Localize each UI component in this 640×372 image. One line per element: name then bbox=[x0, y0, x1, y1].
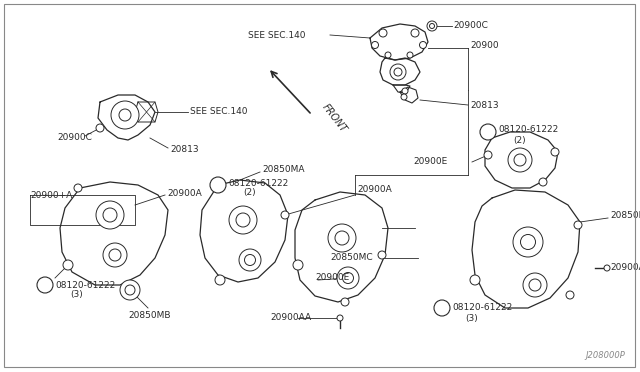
Circle shape bbox=[508, 148, 532, 172]
Text: FRONT: FRONT bbox=[320, 102, 348, 134]
Text: 20900E: 20900E bbox=[315, 273, 349, 282]
Circle shape bbox=[514, 154, 526, 166]
Circle shape bbox=[470, 275, 480, 285]
Text: 08120-61222: 08120-61222 bbox=[452, 304, 512, 312]
Circle shape bbox=[529, 279, 541, 291]
Text: 20900+A: 20900+A bbox=[30, 192, 72, 201]
Circle shape bbox=[390, 64, 406, 80]
Circle shape bbox=[480, 124, 496, 140]
Circle shape bbox=[385, 52, 391, 58]
Circle shape bbox=[427, 21, 437, 31]
Circle shape bbox=[125, 285, 135, 295]
Text: SEE SEC.140: SEE SEC.140 bbox=[190, 108, 248, 116]
Circle shape bbox=[539, 178, 547, 186]
Text: 20900: 20900 bbox=[470, 41, 499, 49]
Text: B: B bbox=[215, 180, 221, 189]
Circle shape bbox=[236, 213, 250, 227]
Circle shape bbox=[229, 206, 257, 234]
Circle shape bbox=[281, 211, 289, 219]
Circle shape bbox=[215, 275, 225, 285]
Circle shape bbox=[119, 109, 131, 121]
Text: B: B bbox=[439, 304, 445, 312]
Circle shape bbox=[74, 184, 82, 192]
Text: B: B bbox=[485, 128, 491, 137]
Circle shape bbox=[328, 224, 356, 252]
Text: 20900AA: 20900AA bbox=[270, 314, 311, 323]
Circle shape bbox=[337, 267, 359, 289]
Text: 20813: 20813 bbox=[470, 100, 499, 109]
Circle shape bbox=[103, 243, 127, 267]
Text: (3): (3) bbox=[465, 314, 477, 323]
Circle shape bbox=[244, 254, 255, 266]
Text: 20850M: 20850M bbox=[610, 211, 640, 219]
Circle shape bbox=[402, 88, 408, 94]
Circle shape bbox=[378, 251, 386, 259]
Text: 20813: 20813 bbox=[170, 145, 198, 154]
Circle shape bbox=[520, 234, 536, 250]
Text: (3): (3) bbox=[70, 291, 83, 299]
Circle shape bbox=[371, 42, 378, 48]
Circle shape bbox=[103, 208, 117, 222]
Circle shape bbox=[419, 42, 426, 48]
Circle shape bbox=[120, 280, 140, 300]
Circle shape bbox=[337, 315, 343, 321]
Text: 20900AA: 20900AA bbox=[610, 263, 640, 273]
Circle shape bbox=[37, 277, 53, 293]
Circle shape bbox=[63, 260, 73, 270]
Text: 20850MC: 20850MC bbox=[330, 253, 372, 263]
Circle shape bbox=[407, 52, 413, 58]
Circle shape bbox=[434, 300, 450, 316]
Text: (2): (2) bbox=[513, 135, 525, 144]
Circle shape bbox=[342, 273, 353, 283]
Text: 20900C: 20900C bbox=[453, 22, 488, 31]
Text: 20900C: 20900C bbox=[57, 134, 92, 142]
Circle shape bbox=[551, 148, 559, 156]
Circle shape bbox=[293, 260, 303, 270]
Circle shape bbox=[574, 221, 582, 229]
Text: 20850MB: 20850MB bbox=[128, 311, 170, 320]
Text: J208000P: J208000P bbox=[585, 351, 625, 360]
Circle shape bbox=[429, 23, 435, 29]
Circle shape bbox=[341, 298, 349, 306]
Circle shape bbox=[335, 231, 349, 245]
Circle shape bbox=[604, 265, 610, 271]
Circle shape bbox=[379, 29, 387, 37]
Text: 20900A: 20900A bbox=[357, 186, 392, 195]
Text: 20900E: 20900E bbox=[413, 157, 448, 167]
Text: SEE SEC.140: SEE SEC.140 bbox=[248, 31, 305, 39]
Circle shape bbox=[394, 68, 402, 76]
Circle shape bbox=[239, 249, 261, 271]
Text: 08120-61222: 08120-61222 bbox=[498, 125, 558, 135]
Text: 08120-61222: 08120-61222 bbox=[55, 280, 115, 289]
Circle shape bbox=[401, 94, 407, 100]
Circle shape bbox=[96, 201, 124, 229]
Circle shape bbox=[484, 151, 492, 159]
Circle shape bbox=[411, 29, 419, 37]
Circle shape bbox=[109, 249, 121, 261]
Text: 08120-61222: 08120-61222 bbox=[228, 179, 288, 187]
Circle shape bbox=[210, 177, 226, 193]
Circle shape bbox=[111, 101, 139, 129]
Text: 20850MA: 20850MA bbox=[262, 166, 305, 174]
Text: B: B bbox=[42, 280, 48, 289]
Circle shape bbox=[566, 291, 574, 299]
Text: (2): (2) bbox=[243, 189, 255, 198]
Circle shape bbox=[513, 227, 543, 257]
Text: 20900A: 20900A bbox=[167, 189, 202, 198]
Circle shape bbox=[523, 273, 547, 297]
Circle shape bbox=[96, 124, 104, 132]
